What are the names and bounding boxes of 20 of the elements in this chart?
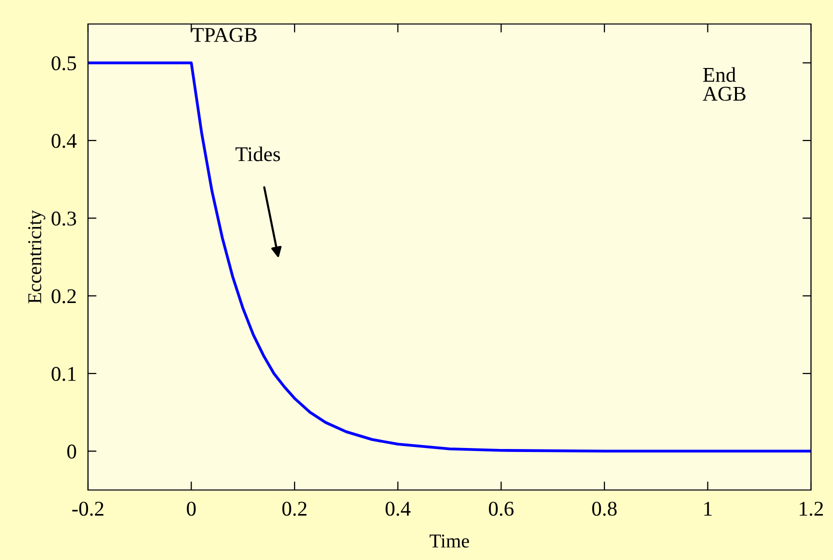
x-tick-label: 0 — [186, 502, 196, 516]
x-tick-label: 0.4 — [386, 502, 411, 516]
y-tick-label: 0.4 — [52, 134, 77, 148]
y-axis-title: Eccentricity — [28, 210, 46, 304]
x-tick-label: 0.2 — [282, 502, 306, 516]
line-series — [88, 61, 811, 453]
y-tick-label: 0 — [67, 444, 76, 459]
x-axis-title: Time — [430, 534, 470, 548]
annotation: TPAGB — [192, 28, 257, 42]
x-tick-label: -0.2 — [72, 502, 104, 516]
x-tick-label: 1 — [704, 502, 712, 516]
annotation: Tides — [236, 146, 280, 162]
y-tick-label: 0.1 — [52, 366, 76, 382]
annotation: End AGB — [702, 67, 746, 101]
y-tick-label: 0.5 — [52, 56, 76, 70]
x-tick-label: 0.8 — [592, 502, 617, 516]
y-tick-label: 0.3 — [52, 212, 76, 226]
x-tick-label: 0.6 — [488, 502, 514, 516]
x-tick-label: 1.2 — [800, 502, 823, 516]
y-tick-label: 0.2 — [52, 289, 76, 304]
